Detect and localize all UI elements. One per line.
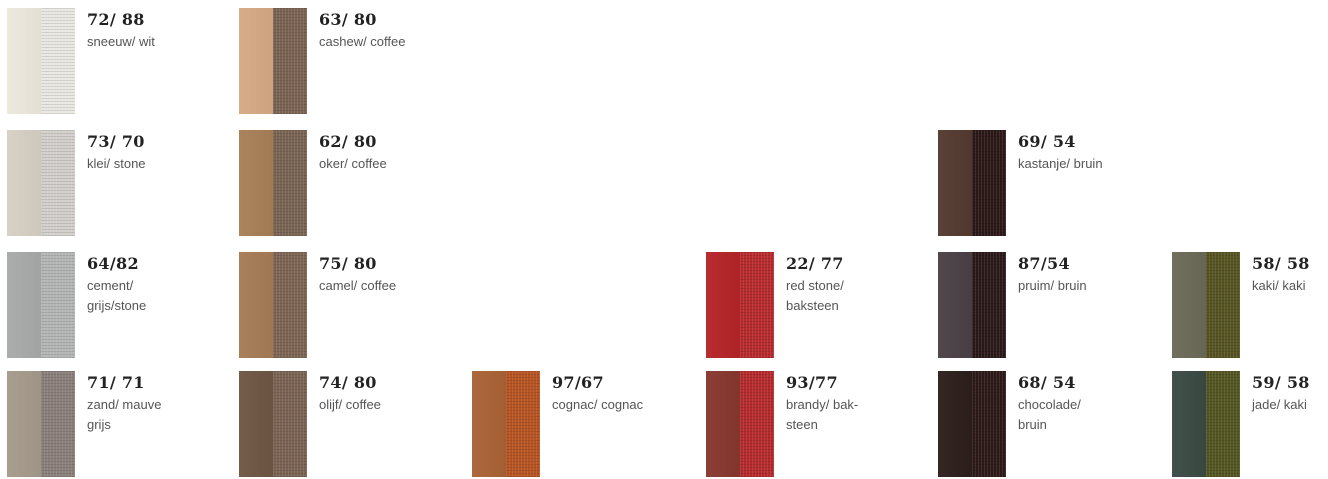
- color-code: 64/82: [87, 254, 139, 273]
- color-name: olijf/ coffee: [319, 397, 381, 412]
- swatch-card: 87/54 pruim/ bruin: [938, 252, 1158, 360]
- color-swatch: [472, 371, 540, 477]
- color-name: chocolade/ bruin: [1018, 397, 1081, 432]
- color-swatch: [7, 252, 75, 358]
- color-code: 74/ 80: [319, 373, 377, 392]
- swatch-card: 59/ 58 jade/ kaki: [1172, 371, 1328, 479]
- color-name: oker/ coffee: [319, 156, 387, 171]
- color-name: sneeuw/ wit: [87, 34, 155, 49]
- color-swatch: [239, 371, 307, 477]
- color-code: 62/ 80: [319, 132, 377, 151]
- color-code: 93/77: [786, 373, 838, 392]
- swatch-card: 75/ 80 camel/ coffee: [239, 252, 459, 360]
- color-swatch: [938, 252, 1006, 358]
- color-name: pruim/ bruin: [1018, 278, 1087, 293]
- swatch-card: 63/ 80 cashew/ coffee: [239, 8, 459, 116]
- color-code: 73/ 70: [87, 132, 145, 151]
- swatch-card: 22/ 77 red stone/ baksteen: [706, 252, 926, 360]
- color-swatch: [706, 371, 774, 477]
- color-name: brandy/ bak- steen: [786, 397, 859, 432]
- swatch-card: 72/ 88 sneeuw/ wit: [7, 8, 227, 116]
- color-swatch: [239, 130, 307, 236]
- color-name: cashew/ coffee: [319, 34, 406, 49]
- color-code: 59/ 58: [1252, 373, 1310, 392]
- color-swatch: [938, 130, 1006, 236]
- swatch-card: 62/ 80 oker/ coffee: [239, 130, 459, 238]
- color-swatch: [239, 8, 307, 114]
- swatch-card: 68/ 54 chocolade/ bruin: [938, 371, 1158, 479]
- swatch-card: 97/67 cognac/ cognac: [472, 371, 692, 479]
- swatch-card: 73/ 70 klei/ stone: [7, 130, 227, 238]
- color-name: kastanje/ bruin: [1018, 156, 1103, 171]
- color-swatch: [938, 371, 1006, 477]
- color-name: red stone/ baksteen: [786, 278, 844, 313]
- color-code: 87/54: [1018, 254, 1070, 273]
- color-code: 75/ 80: [319, 254, 377, 273]
- color-name: zand/ mauve grijs: [87, 397, 162, 432]
- swatch-card: 71/ 71 zand/ mauve grijs: [7, 371, 227, 479]
- color-swatch: [1172, 371, 1240, 477]
- color-name: jade/ kaki: [1252, 397, 1307, 412]
- color-code: 22/ 77: [786, 254, 844, 273]
- color-swatch: [7, 8, 75, 114]
- swatch-card: 58/ 58 kaki/ kaki: [1172, 252, 1328, 360]
- color-code: 68/ 54: [1018, 373, 1076, 392]
- color-code: 97/67: [552, 373, 604, 392]
- color-name: cement/ grijs/stone: [87, 278, 147, 313]
- color-code: 69/ 54: [1018, 132, 1076, 151]
- color-code: 58/ 58: [1252, 254, 1310, 273]
- color-code: 63/ 80: [319, 10, 377, 29]
- color-name: camel/ coffee: [319, 278, 397, 293]
- swatch-card: 64/82 cement/ grijs/stone: [7, 252, 227, 360]
- color-name: kaki/ kaki: [1252, 278, 1306, 293]
- color-name: cognac/ cognac: [552, 397, 644, 412]
- color-swatch: [7, 371, 75, 477]
- swatch-card: 74/ 80 olijf/ coffee: [239, 371, 459, 479]
- color-swatch: [7, 130, 75, 236]
- color-code: 71/ 71: [87, 373, 145, 392]
- swatch-card: 93/77 brandy/ bak- steen: [706, 371, 926, 479]
- color-swatch: [239, 252, 307, 358]
- color-swatch: [706, 252, 774, 358]
- swatch-card: 69/ 54 kastanje/ bruin: [938, 130, 1158, 238]
- color-swatch: [1172, 252, 1240, 358]
- color-name: klei/ stone: [87, 156, 146, 171]
- color-code: 72/ 88: [87, 10, 145, 29]
